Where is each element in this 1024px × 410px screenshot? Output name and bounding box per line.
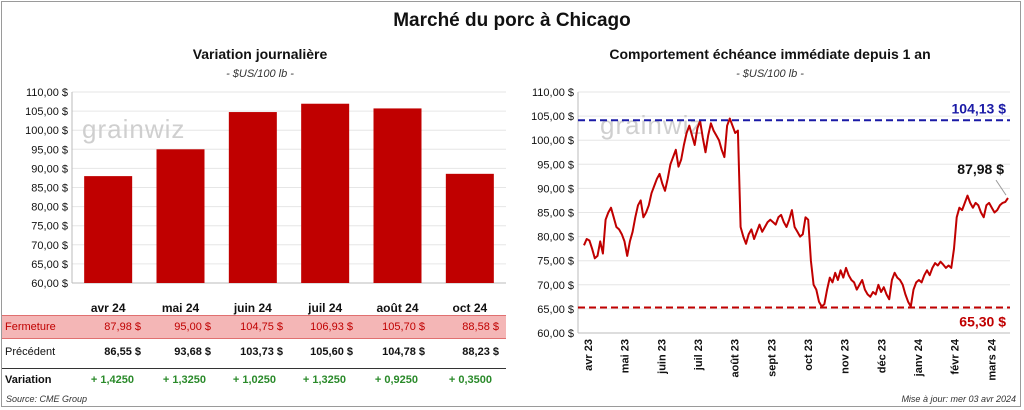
line-chart-title: Comportement échéance immédiate depuis 1… xyxy=(609,46,931,62)
table-cell: 105,70 $ xyxy=(382,321,425,333)
y-tick-label: 60,00 $ xyxy=(537,328,574,340)
y-tick-label: 80,00 $ xyxy=(31,202,68,214)
y-tick-label: 60,00 $ xyxy=(31,278,68,290)
y-tick-label: 70,00 $ xyxy=(31,240,68,252)
bar xyxy=(156,149,205,283)
x-tick-label: juin 24 xyxy=(233,301,272,315)
y-tick-label: 90,00 $ xyxy=(537,183,574,195)
table-cell: 86,55 $ xyxy=(104,346,141,358)
line-chart: 60,00 $ 65,00 $ 70,00 $ 75,00 $ 80,00 $ 85,00… xyxy=(531,87,1010,381)
bar xyxy=(228,112,277,284)
table-cell: 106,93 $ xyxy=(310,321,353,333)
y-tick-label: 105,00 $ xyxy=(531,111,574,123)
x-tick-label: avr 23 xyxy=(583,339,595,371)
watermark-logo: grainwiz xyxy=(600,110,703,140)
y-tick-label: 65,00 $ xyxy=(537,304,574,316)
bar xyxy=(301,103,350,283)
y-tick-label: 85,00 $ xyxy=(31,183,68,195)
y-tick-label: 90,00 $ xyxy=(31,163,68,175)
y-tick-label: 70,00 $ xyxy=(537,280,574,292)
table-cell: + 0,9250 xyxy=(374,374,418,386)
row-label: Variation xyxy=(5,374,52,386)
watermark-logo: grainwiz xyxy=(82,114,185,144)
y-tick-label: 95,00 $ xyxy=(537,159,574,171)
update-note: Mise à jour: mer 03 avr 2024 xyxy=(901,394,1016,404)
x-tick-label: août 24 xyxy=(376,301,418,315)
x-tick-label: oct 23 xyxy=(803,339,815,371)
y-tick-label: 100,00 $ xyxy=(531,135,574,147)
x-tick-label: févr 24 xyxy=(950,338,962,374)
row-label: Précédent xyxy=(5,346,56,358)
x-tick-label: nov 23 xyxy=(840,339,852,374)
table-cell: 88,58 $ xyxy=(462,321,499,333)
table-cell: 87,98 $ xyxy=(104,321,141,333)
page-title: Marché du porc à Chicago xyxy=(393,10,631,31)
x-tick-label: août 23 xyxy=(730,339,742,378)
last-price-label: 87,98 $ xyxy=(957,161,1004,177)
table-cell: 103,73 $ xyxy=(240,346,283,358)
table-row-previous: Précédent 86,55 $ 93,68 $ 103,73 $ 105,6… xyxy=(2,341,506,363)
y-tick-label: 110,00 $ xyxy=(26,87,68,99)
table-cell: + 1,4250 xyxy=(90,374,134,386)
x-tick-label: juil 24 xyxy=(307,301,342,315)
y-tick-label: 65,00 $ xyxy=(31,259,68,271)
x-tick-label: juil 23 xyxy=(693,339,705,371)
source-note: Source: CME Group xyxy=(6,394,88,404)
table-cell: 105,60 $ xyxy=(310,346,353,358)
bar-chart: 60,00 $ 65,00 $ 70,00 $ 75,00 $ 80,00 $ 85,00… xyxy=(25,87,506,315)
x-tick-label: janv 24 xyxy=(913,338,925,377)
table-cell: + 1,0250 xyxy=(232,374,276,386)
y-tick-label: 75,00 $ xyxy=(537,256,574,268)
x-tick-label: juin 23 xyxy=(656,339,668,375)
y-tick-label: 85,00 $ xyxy=(537,208,574,220)
price-line xyxy=(583,117,1009,308)
high-label: 104,13 $ xyxy=(952,100,1007,116)
row-label: Fermeture xyxy=(5,321,56,333)
table-cell: + 1,3250 xyxy=(302,374,346,386)
table-cell: 104,78 $ xyxy=(382,346,425,358)
table-cell: 95,00 $ xyxy=(174,321,211,333)
x-tick-label: mai 24 xyxy=(162,301,200,315)
table-cell: 93,68 $ xyxy=(174,346,211,358)
table-cell: 104,75 $ xyxy=(240,321,283,333)
table-cell: + 1,3250 xyxy=(162,374,206,386)
bar xyxy=(84,176,133,283)
x-tick-label: déc 23 xyxy=(876,339,888,373)
x-tick-label: mai 23 xyxy=(620,339,632,373)
table-cell: 88,23 $ xyxy=(462,346,499,358)
bar-chart-title: Variation journalière xyxy=(192,46,328,62)
y-tick-label: 105,00 $ xyxy=(25,106,68,118)
table-row-variation: Variation + 1,4250 + 1,3250 + 1,0250 + 1… xyxy=(2,368,506,391)
bar-chart-unit: - $US/100 lb - xyxy=(226,68,294,80)
x-tick-label: sept 23 xyxy=(766,339,778,377)
x-tick-label: mars 24 xyxy=(986,338,998,380)
bar xyxy=(373,108,422,284)
low-label: 65,30 $ xyxy=(959,313,1006,329)
y-tick-label: 95,00 $ xyxy=(31,144,68,156)
y-tick-label: 80,00 $ xyxy=(537,232,574,244)
bar xyxy=(445,173,494,283)
table-cell: + 0,3500 xyxy=(448,374,492,386)
table-row-close: Fermeture 87,98 $ 95,00 $ 104,75 $ 106,9… xyxy=(2,315,506,339)
last-price-leader xyxy=(995,179,1007,196)
y-tick-label: 75,00 $ xyxy=(31,221,68,233)
x-tick-label: avr 24 xyxy=(91,301,126,315)
x-tick-label: oct 24 xyxy=(452,301,487,315)
line-chart-unit: - $US/100 lb - xyxy=(736,68,804,80)
y-tick-label: 110,00 $ xyxy=(532,87,574,99)
y-tick-label: 100,00 $ xyxy=(25,125,68,137)
